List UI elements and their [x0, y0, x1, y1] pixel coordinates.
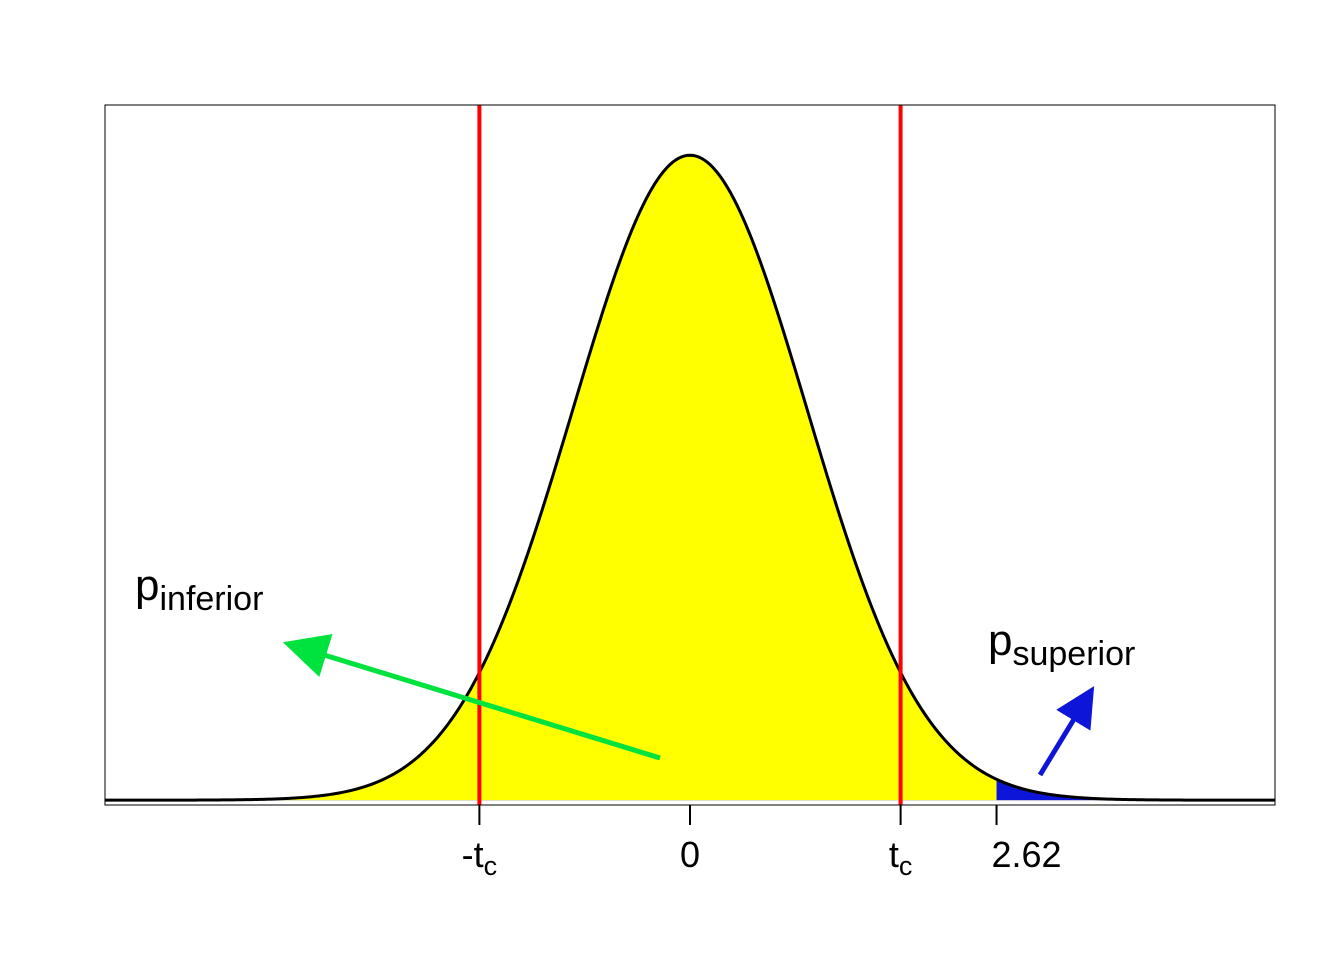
- x-ticks: -tc 0 tc 2.62: [462, 805, 1062, 881]
- x-tick-label: 2.62: [992, 834, 1062, 875]
- label-p-superior: psuperior: [988, 616, 1135, 673]
- arrow-p-superior: [1040, 706, 1082, 775]
- region-blue: [997, 779, 1275, 800]
- t-distribution-chart: -tc 0 tc 2.62 pinferior psuperior: [0, 0, 1344, 960]
- chart-svg: -tc 0 tc 2.62 pinferior psuperior: [0, 0, 1344, 960]
- x-tick-label: -tc: [462, 834, 498, 881]
- label-p-inferior: pinferior: [135, 561, 263, 618]
- x-tick-label: 0: [680, 834, 700, 875]
- x-tick-label: tc: [889, 834, 913, 881]
